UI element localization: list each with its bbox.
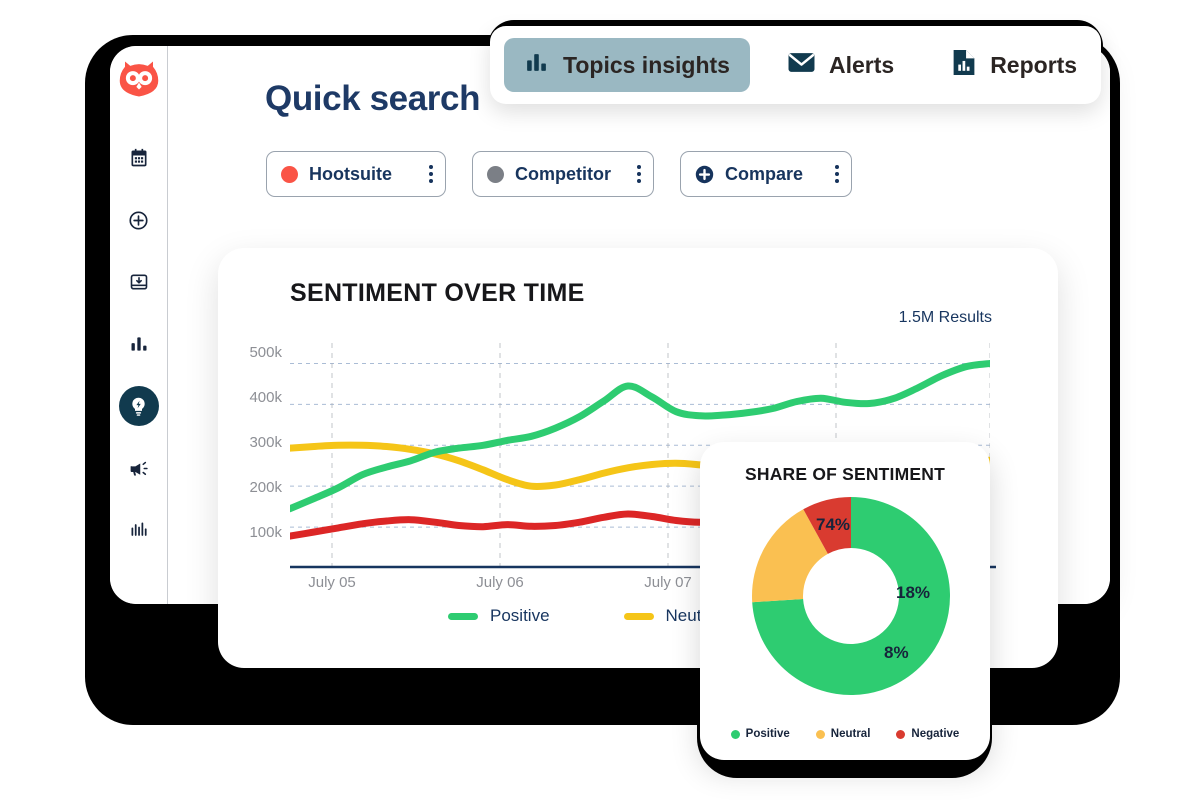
sidebar-item-insights[interactable] — [118, 386, 159, 426]
legend-item-neutral: Neutral — [815, 728, 871, 740]
sidebar-item-streams[interactable] — [119, 510, 159, 550]
legend-item-positive: Positive — [730, 728, 790, 740]
donut-value-negative: 8% — [884, 643, 909, 662]
lightbulb-icon — [128, 396, 149, 417]
donut-slice-neutral[interactable] — [752, 509, 828, 603]
legend-dot — [815, 729, 825, 739]
series-line-positive — [290, 360, 990, 513]
donut-value-positive: 74% — [816, 515, 851, 534]
chip-label: Hootsuite — [309, 163, 392, 184]
results-count: 1.5M Results — [898, 309, 992, 326]
legend-item-positive: Positive — [448, 606, 550, 626]
tab-bar: Topics insights Alerts Re — [490, 26, 1101, 104]
legend-swatch — [448, 612, 478, 620]
chip-label: Competitor — [515, 163, 611, 184]
share-of-sentiment-card: SHARE OF SENTIMENT 74% 18% 8% Positive N… — [700, 442, 990, 760]
megaphone-icon — [128, 458, 149, 479]
calendar-icon — [129, 148, 149, 168]
donut-value-neutral: 18% — [896, 583, 931, 602]
y-tick-500k: 500k — [249, 344, 282, 361]
legend-item-negative: Negative — [896, 728, 959, 740]
page-title: Quick search — [265, 79, 481, 118]
sidebar-item-compose[interactable] — [119, 200, 159, 240]
legend-label: Neutral — [830, 728, 871, 740]
y-tick-100k: 100k — [249, 524, 282, 541]
tab-topics-insights[interactable]: Topics insights — [504, 38, 750, 92]
search-chip-row: Hootsuite Competitor Compare — [266, 151, 852, 197]
legend-label: Negative — [911, 728, 960, 740]
legend-label: Positive — [490, 606, 550, 625]
sidebar-item-advertise[interactable] — [119, 448, 159, 488]
sidebar-item-inbox[interactable] — [119, 262, 159, 302]
line-chart-legend: Positive Neutral — [448, 606, 720, 626]
legend-dot — [730, 729, 740, 739]
tab-label: Alerts — [828, 51, 895, 78]
filled-circle-icon — [487, 165, 504, 183]
filled-circle-icon — [281, 165, 298, 183]
tab-label: Topics insights — [563, 51, 730, 78]
hootsuite-owl-logo[interactable] — [118, 58, 160, 105]
donut-chart: 74% 18% 8% — [750, 495, 952, 697]
tab-label: Reports — [990, 51, 1078, 78]
y-tick-400k: 400k — [249, 389, 282, 406]
bar-chart-icon — [129, 334, 149, 354]
donut-slice-negative[interactable] — [803, 497, 851, 554]
plus-circle-icon — [695, 165, 714, 184]
envelope-icon — [788, 49, 815, 81]
x-tick-july-06: July 06 — [476, 574, 524, 591]
chip-competitor[interactable]: Competitor — [472, 151, 654, 197]
tab-alerts[interactable]: Alerts — [768, 38, 914, 92]
donut-legend: Positive Neutral Negative — [700, 728, 990, 740]
x-tick-july-05: July 05 — [308, 574, 356, 591]
x-tick-july-07: July 07 — [644, 574, 692, 591]
report-document-icon — [952, 49, 976, 81]
donut-chart-svg — [752, 497, 950, 695]
chip-hootsuite[interactable]: Hootsuite — [266, 151, 446, 197]
audio-bars-icon — [129, 520, 149, 540]
inbox-download-icon — [129, 272, 149, 292]
card-title: SHARE OF SENTIMENT — [745, 464, 945, 484]
kebab-menu-icon[interactable] — [809, 165, 839, 183]
y-tick-200k: 200k — [249, 479, 282, 496]
legend-dot — [896, 729, 906, 739]
kebab-menu-icon[interactable] — [403, 165, 433, 183]
legend-label: Positive — [745, 728, 790, 740]
card-title: SENTIMENT OVER TIME — [290, 279, 585, 307]
donut-slice-positive[interactable] — [752, 497, 950, 695]
legend-swatch — [623, 612, 654, 620]
chip-label: Compare — [725, 163, 804, 184]
y-tick-300k: 300k — [249, 434, 282, 451]
chip-compare[interactable]: Compare — [680, 151, 852, 197]
bar-chart-icon — [524, 50, 549, 80]
sidebar-item-planner[interactable] — [119, 138, 159, 178]
sidebar-item-analytics[interactable] — [119, 324, 159, 364]
sidebar — [110, 46, 168, 604]
tab-reports[interactable]: Reports — [932, 38, 1097, 92]
kebab-menu-icon[interactable] — [611, 165, 641, 183]
plus-circle-icon — [128, 210, 149, 231]
